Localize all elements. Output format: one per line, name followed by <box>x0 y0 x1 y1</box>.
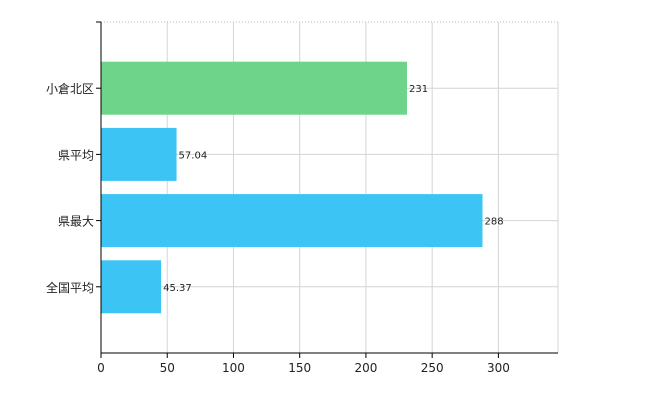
x-tick-label: 250 <box>421 361 444 375</box>
bar <box>101 194 483 248</box>
bars <box>101 61 483 314</box>
x-tick-label: 300 <box>487 361 510 375</box>
bar-value-label: 45.37 <box>163 283 192 294</box>
bar <box>101 61 407 115</box>
y-tick-label: 県最大 <box>58 215 94 229</box>
axes <box>96 21 558 358</box>
y-tick-label: 県平均 <box>58 148 94 162</box>
bar-value-label: 288 <box>484 217 503 228</box>
bar-value-label: 57.04 <box>179 150 208 161</box>
x-tick-label: 50 <box>160 361 175 375</box>
y-tick-label: 小倉北区 <box>46 81 94 96</box>
x-tick-label: 0 <box>97 361 105 375</box>
x-tick-label: 150 <box>288 361 311 375</box>
bar <box>101 260 162 314</box>
y-tick-label: 全国平均 <box>46 280 94 295</box>
x-tick-label: 100 <box>222 361 245 375</box>
x-tick-label: 200 <box>354 361 377 375</box>
bar <box>101 127 177 181</box>
bar-value-label: 231 <box>409 84 428 95</box>
